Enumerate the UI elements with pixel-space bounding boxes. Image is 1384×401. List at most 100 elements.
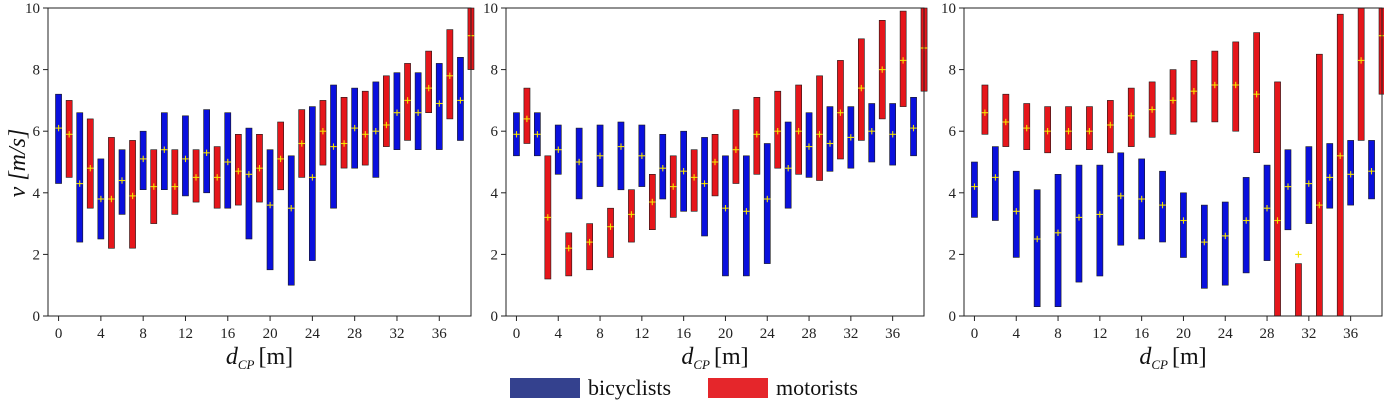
y-axis-label: v [m/s] xyxy=(5,129,31,198)
bicyclists-bar xyxy=(266,149,274,271)
bicyclists-bar xyxy=(1033,189,1041,307)
bicyclists-bar xyxy=(55,93,62,184)
x-tick-label: 36 xyxy=(1343,326,1359,342)
y-tick-label: 4 xyxy=(491,186,499,202)
motorists-bar xyxy=(65,100,73,178)
x-tick-label: 32 xyxy=(843,326,858,342)
motorists-bar xyxy=(1357,7,1365,141)
y-tick-label: 2 xyxy=(491,247,499,263)
x-tick-label: 36 xyxy=(885,326,901,342)
motorists-bar xyxy=(340,97,348,169)
y-tick-label: 10 xyxy=(25,1,40,17)
y-tick-label: 0 xyxy=(33,309,41,325)
bicyclists-bar xyxy=(1242,177,1250,274)
x-tick-label: 20 xyxy=(718,326,733,342)
x-tick-label: 4 xyxy=(97,326,105,342)
motorists-bar xyxy=(816,75,823,181)
x-tick-label: 32 xyxy=(1301,326,1316,342)
bicyclists-bar xyxy=(245,127,253,240)
motorists-bar xyxy=(171,149,179,215)
bicyclists-bar xyxy=(287,155,295,286)
bicyclists-bar xyxy=(722,155,729,277)
x-axis-label: dCP [m] xyxy=(1139,344,1206,372)
legend: bicyclists motorists xyxy=(510,375,858,400)
x-tick-label: 28 xyxy=(347,326,362,342)
x-tick-label: 16 xyxy=(676,326,692,342)
plot-frame xyxy=(963,7,1383,317)
motorists-bar xyxy=(382,75,390,147)
y-tick-label: 8 xyxy=(33,63,41,79)
x-tick-label: 12 xyxy=(1092,326,1107,342)
x-tick-label: 8 xyxy=(1054,326,1062,342)
x-tick-label: 36 xyxy=(432,326,448,342)
bicyclists-bar xyxy=(826,106,834,172)
x-tick-label: 0 xyxy=(55,326,63,342)
y-tick-label: 2 xyxy=(949,247,957,263)
motorists-bar xyxy=(607,207,614,258)
bicyclists-bar xyxy=(1054,174,1062,307)
motorists-bar xyxy=(1316,53,1323,317)
motorists-bar xyxy=(361,90,369,166)
x-tick-label: 20 xyxy=(263,326,278,342)
x-tick-label: 28 xyxy=(802,326,817,342)
y-tick-label: 8 xyxy=(491,63,499,79)
bicyclists-bar xyxy=(1201,204,1208,289)
motorists-bar xyxy=(1295,263,1302,317)
y-tick-label: 6 xyxy=(949,124,957,140)
motorists-bar xyxy=(1274,81,1281,317)
y-tick-label: 2 xyxy=(33,247,41,263)
bicyclists-bar xyxy=(1075,164,1083,283)
motorists-bar xyxy=(86,118,94,209)
x-tick-label: 8 xyxy=(596,326,604,342)
y-tick-label: 10 xyxy=(941,1,956,17)
y-tick-label: 6 xyxy=(33,124,41,140)
x-tick-label: 24 xyxy=(305,326,321,342)
legend-label-motorists: motorists xyxy=(776,375,858,400)
y-tick-label: 0 xyxy=(491,309,499,325)
x-tick-label: 4 xyxy=(555,326,563,342)
x-tick-label: 12 xyxy=(634,326,649,342)
bicyclists-bar xyxy=(617,121,625,191)
x-tick-label: 32 xyxy=(389,326,404,342)
bicyclists-bar xyxy=(308,106,316,261)
x-tick-label: 24 xyxy=(760,326,776,342)
legend-swatch-motorists xyxy=(708,378,768,398)
motorists-bar xyxy=(425,50,433,113)
y-tick-label: 6 xyxy=(491,124,499,140)
legend-label-bicyclists: bicyclists xyxy=(588,375,671,400)
bicyclists-bar xyxy=(1096,164,1104,277)
x-axis-label: dCP [m] xyxy=(226,344,293,372)
motorists-bar xyxy=(586,223,593,271)
motorists-bar xyxy=(1336,13,1344,317)
x-tick-label: 12 xyxy=(178,326,193,342)
x-tick-label: 0 xyxy=(513,326,521,342)
legend-swatch-bicyclists xyxy=(510,378,580,398)
motorists-bar xyxy=(565,232,573,277)
x-tick-label: 0 xyxy=(971,326,979,342)
plot-frame xyxy=(505,7,925,317)
bicyclists-bar xyxy=(742,155,750,277)
y-tick-label: 4 xyxy=(949,186,957,202)
y-tick-label: 4 xyxy=(33,186,41,202)
y-tick-label: 8 xyxy=(949,63,957,79)
bicyclists-bar xyxy=(76,112,84,243)
bicyclists-bar xyxy=(1180,192,1187,258)
y-tick-label: 0 xyxy=(949,309,957,325)
x-tick-label: 16 xyxy=(220,326,236,342)
bicyclists-bar xyxy=(991,146,999,221)
x-tick-label: 16 xyxy=(1134,326,1150,342)
x-tick-label: 8 xyxy=(139,326,147,342)
x-axis-label: dCP [m] xyxy=(681,344,748,372)
plot-frame xyxy=(47,7,472,317)
x-tick-label: 28 xyxy=(1260,326,1275,342)
x-tick-label: 4 xyxy=(1013,326,1021,342)
bicyclists-bar xyxy=(1263,164,1271,261)
bicyclists-bar xyxy=(763,143,771,264)
x-tick-label: 20 xyxy=(1176,326,1191,342)
y-tick-label: 10 xyxy=(483,1,498,17)
